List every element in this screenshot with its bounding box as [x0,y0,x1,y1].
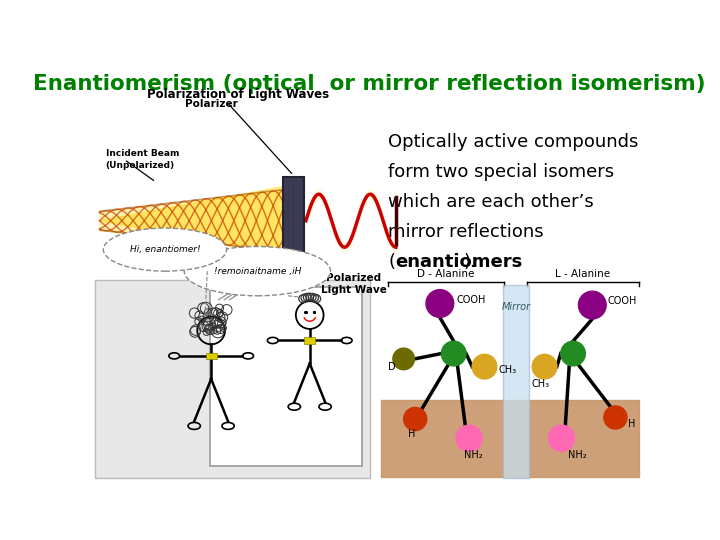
Circle shape [441,341,466,366]
Text: Polarization of Light Waves: Polarization of Light Waves [147,88,329,101]
Text: L - Alanine: L - Alanine [554,269,610,279]
Text: Polarized
Light Wave: Polarized Light Wave [320,273,387,295]
Circle shape [578,291,606,319]
Text: CH₃: CH₃ [531,379,550,389]
Circle shape [456,425,482,451]
Circle shape [393,348,415,370]
Circle shape [561,341,585,366]
Circle shape [426,289,454,318]
Circle shape [404,408,427,430]
Text: D - Alanine: D - Alanine [418,269,474,279]
Polygon shape [381,400,639,477]
FancyBboxPatch shape [206,353,217,359]
Text: Polarizer: Polarizer [185,99,238,110]
Circle shape [532,354,557,379]
Text: NH₂: NH₂ [567,450,586,460]
Text: D: D [387,362,395,372]
Text: Incident Beam
(Unpolarized): Incident Beam (Unpolarized) [106,150,179,170]
Text: ).: ). [463,253,476,271]
Text: enantiomers: enantiomers [395,253,523,271]
Text: Hi, enantiomer!: Hi, enantiomer! [130,245,200,254]
Text: CH₃: CH₃ [498,366,516,375]
FancyBboxPatch shape [503,285,529,477]
Circle shape [472,354,497,379]
Circle shape [549,425,575,451]
Ellipse shape [104,228,227,271]
Polygon shape [99,186,284,255]
FancyBboxPatch shape [305,338,315,343]
Text: NH₂: NH₂ [464,450,482,460]
FancyBboxPatch shape [95,280,370,477]
FancyBboxPatch shape [210,287,362,466]
Circle shape [604,406,627,429]
Ellipse shape [184,247,330,296]
Text: which are each other’s: which are each other’s [388,193,594,211]
Text: form two special isomers: form two special isomers [388,163,615,181]
Text: H: H [628,418,635,429]
Text: Optically active compounds: Optically active compounds [388,133,639,151]
Text: Enantiomerism (optical  or mirror reflection isomerism): Enantiomerism (optical or mirror reflect… [32,74,706,94]
Text: H: H [408,429,415,440]
Text: (: ( [388,253,395,271]
Text: mirror reflections: mirror reflections [388,223,544,241]
Text: COOH: COOH [456,295,485,305]
Text: COOH: COOH [608,296,637,306]
FancyBboxPatch shape [283,177,305,265]
Text: !remoinaitname ,iH: !remoinaitname ,iH [214,267,301,275]
Text: Mirror: Mirror [502,302,531,312]
